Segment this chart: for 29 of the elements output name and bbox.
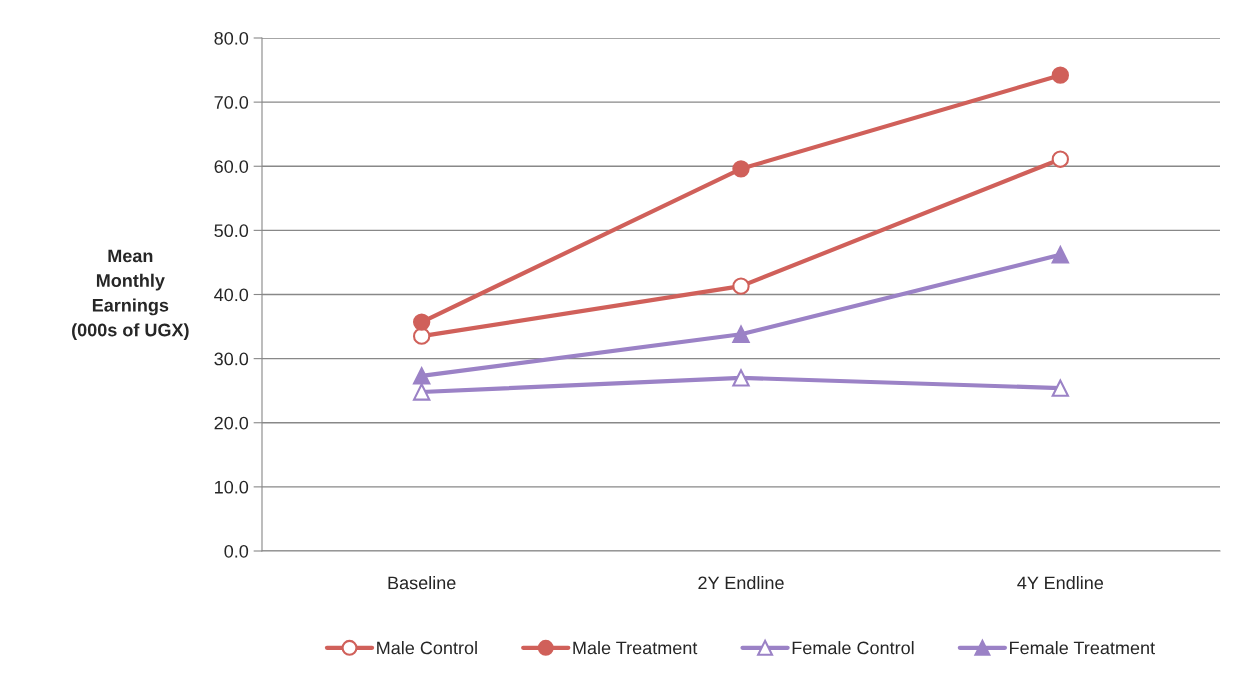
x-tick-label: 4Y Endline — [1017, 576, 1104, 590]
y-tick-label: 40.0 — [214, 288, 249, 302]
y-axis-title: Mean Monthly Earnings (000s of UGX) — [72, 249, 189, 340]
y-tick-label: 60.0 — [214, 160, 249, 173]
point — [1051, 150, 1070, 168]
x-tick-label: 2Y Endline — [698, 576, 784, 590]
legend-label: Female Control — [792, 641, 914, 655]
point — [412, 367, 431, 385]
x-tick-label: Baseline — [388, 576, 456, 590]
point — [412, 313, 431, 331]
point — [412, 383, 431, 401]
point — [412, 327, 431, 345]
y-tick-label: 10.0 — [215, 480, 249, 494]
legend-label: Male Treatment — [573, 641, 698, 655]
y-tick-label: 50.0 — [214, 224, 249, 238]
point — [1051, 66, 1070, 84]
point — [732, 369, 750, 387]
point — [732, 160, 750, 178]
point — [732, 277, 750, 295]
point — [1051, 379, 1070, 397]
y-tick-label: 0.0 — [224, 544, 249, 558]
y-tick-label: 70.0 — [214, 96, 249, 109]
legend-label: Female Treatment — [1010, 641, 1155, 655]
y-tick-label: 20.0 — [214, 416, 249, 430]
point — [1051, 246, 1070, 264]
legend-label: Male Control — [377, 641, 477, 655]
point — [732, 325, 750, 343]
y-tick-label: 30.0 — [214, 352, 249, 366]
y-tick-label: 80.0 — [214, 31, 249, 45]
